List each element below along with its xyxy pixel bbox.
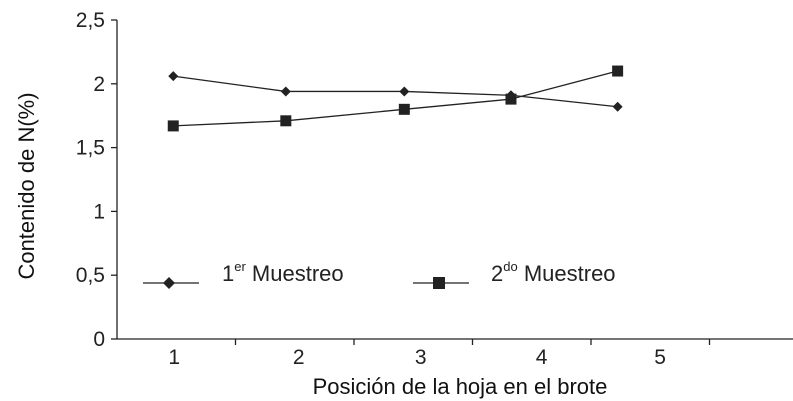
- y-tick-label: 0,5: [76, 264, 105, 287]
- series-2-point: [398, 103, 410, 115]
- series-2-point: [167, 120, 179, 132]
- axes: 0 0,5 1 1,5 2 2,5 1 2 3 4 5: [76, 9, 793, 369]
- y-tick-label: 1,5: [76, 137, 105, 160]
- y-tick-label: 2: [93, 73, 105, 96]
- series-2-point: [612, 65, 624, 77]
- x-tick-label: 5: [654, 346, 666, 369]
- y-axis-title: Contenido de N(%): [14, 92, 39, 279]
- series-layer: [167, 65, 624, 132]
- legend-marker-diamond: [163, 277, 175, 289]
- y-tick-label: 1: [93, 200, 105, 223]
- x-tick-label: 1: [168, 346, 180, 369]
- series-line-2: [173, 70, 618, 127]
- x-tick-label: 4: [536, 346, 548, 369]
- y-tick-label: 0: [93, 328, 105, 351]
- series-line-1: [173, 75, 618, 108]
- series-1-point: [612, 101, 623, 112]
- series-2-point: [280, 115, 292, 127]
- legend: 1er Muestreo 2do Muestreo: [143, 259, 616, 289]
- x-tick-label: 3: [415, 346, 427, 369]
- x-tick-label: 2: [293, 346, 305, 369]
- series-1-point: [280, 86, 291, 97]
- series-2-point: [505, 93, 517, 105]
- x-axis-title: Posición de la hoja en el brote: [313, 374, 608, 399]
- y-tick-label: 2,5: [76, 9, 105, 32]
- legend-label-1: 1er Muestreo: [222, 259, 344, 286]
- legend-label-2: 2do Muestreo: [491, 259, 616, 286]
- series-1-point: [168, 71, 179, 82]
- series-1-point: [399, 86, 410, 97]
- legend-marker-square: [433, 277, 445, 289]
